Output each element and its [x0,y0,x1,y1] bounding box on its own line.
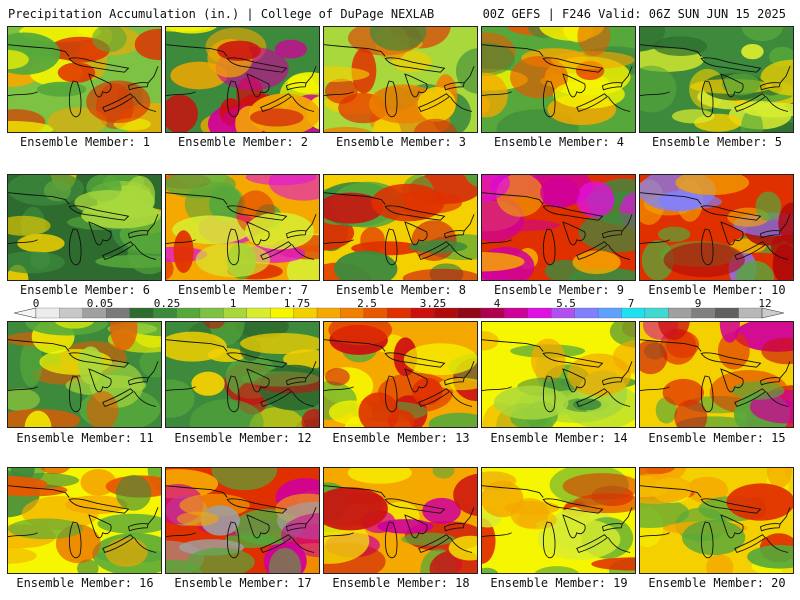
ensemble-member-map [165,174,320,281]
ensemble-member-label: Ensemble Member: 11 [16,431,154,445]
ensemble-member-label: Ensemble Member: 14 [490,431,628,445]
ensemble-member-label: Ensemble Member: 16 [16,576,154,590]
ensemble-member-label: Ensemble Member: 1 [19,135,151,149]
ensemble-member-label: Ensemble Member: 9 [493,283,625,297]
run-valid-time: 00Z GEFS | F246 Valid: 06Z SUN JUN 15 20… [482,7,786,21]
scale-tick-label: 1 [229,297,237,310]
ensemble-member-label: Ensemble Member: 5 [651,135,783,149]
ensemble-member-label: Ensemble Member: 10 [648,283,786,297]
scale-tick-label: 1.75 [283,297,311,310]
scale-tick-label: 5.5 [556,297,576,310]
map-title: Precipitation Accumulation (in.) | Colle… [8,7,435,21]
ensemble-member-map [481,174,636,281]
scale-tick-label: 9 [694,297,702,310]
ensemble-member-label: Ensemble Member: 2 [177,135,309,149]
ensemble-member-map [7,26,162,133]
ensemble-member-map [165,321,320,428]
ensemble-member-label: Ensemble Member: 12 [174,431,312,445]
ensemble-member-map [481,467,636,574]
ensemble-member-map [639,321,794,428]
ensemble-member-map [323,321,478,428]
ensemble-member-map [165,26,320,133]
ensemble-member-map [7,321,162,428]
ensemble-member-map [639,26,794,133]
ensemble-member-label: Ensemble Member: 8 [335,283,467,297]
ensemble-member-label: Ensemble Member: 4 [493,135,625,149]
ensemble-member-label: Ensemble Member: 13 [332,431,470,445]
scale-tick-label: 0.25 [153,297,181,310]
ensemble-member-map [7,174,162,281]
ensemble-member-map [481,321,636,428]
ensemble-member-label: Ensemble Member: 6 [19,283,151,297]
ensemble-member-map [323,26,478,133]
ensemble-member-label: Ensemble Member: 7 [177,283,309,297]
scale-tick-label: 2.5 [357,297,377,310]
color-scale-labels: 0 0.05 0.25 1 1.75 2.5 3.25 4 5.5 7 9 12 [0,297,800,311]
scale-tick-label: 0 [32,297,40,310]
ensemble-member-label: Ensemble Member: 20 [648,576,786,590]
scale-tick-label: 3.25 [419,297,447,310]
ensemble-member-map [639,174,794,281]
ensemble-member-map [7,467,162,574]
ensemble-member-map [165,467,320,574]
ensemble-member-map [323,174,478,281]
ensemble-member-label: Ensemble Member: 3 [335,135,467,149]
color-scale-bar [14,307,784,319]
ensemble-member-map [639,467,794,574]
ensemble-member-label: Ensemble Member: 17 [174,576,312,590]
ensemble-member-map [323,467,478,574]
ensemble-member-label: Ensemble Member: 15 [648,431,786,445]
scale-tick-label: 7 [627,297,635,310]
ensemble-member-map [481,26,636,133]
ensemble-member-label: Ensemble Member: 19 [490,576,628,590]
scale-tick-label: 0.05 [86,297,114,310]
scale-tick-label: 4 [493,297,501,310]
scale-tick-label: 12 [758,297,772,310]
ensemble-member-label: Ensemble Member: 18 [332,576,470,590]
